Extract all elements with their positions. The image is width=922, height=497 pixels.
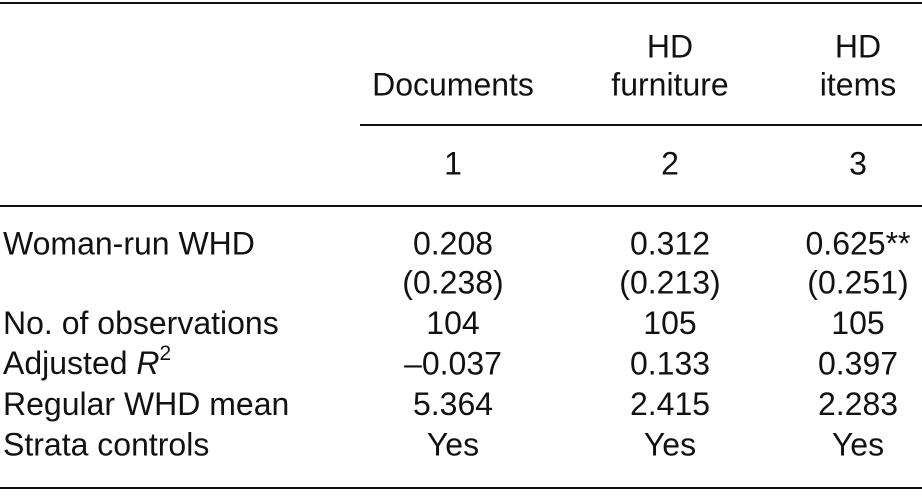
cell-value: Yes xyxy=(832,426,884,462)
row-label: Adjusted R2 xyxy=(3,342,171,382)
cell-value: 0.625** xyxy=(806,225,911,261)
column-header: HD xyxy=(835,28,881,64)
column-header: furniture xyxy=(611,66,728,102)
cell-value: 0.397 xyxy=(818,345,898,381)
column-header: items xyxy=(820,66,896,102)
cell-value: 2.415 xyxy=(630,386,710,422)
cell-value: 105 xyxy=(643,305,696,341)
row-label: No. of observations xyxy=(3,305,279,341)
cell-value: Yes xyxy=(644,426,696,462)
label-variable: R xyxy=(136,345,159,381)
standard-error: (0.251) xyxy=(807,264,908,300)
column-header: HD xyxy=(647,28,693,64)
standard-error: (0.213) xyxy=(619,264,720,300)
row-label: Woman-run WHD xyxy=(3,225,255,261)
column-header: Documents xyxy=(372,66,534,102)
row-label: Strata controls xyxy=(3,426,209,462)
cell-value: –0.037 xyxy=(404,345,502,381)
label-text: Adjusted xyxy=(3,345,136,381)
column-number: 2 xyxy=(661,145,679,181)
cell-value: Yes xyxy=(427,426,479,462)
row-label: Regular WHD mean xyxy=(3,386,289,422)
cell-value: 104 xyxy=(426,305,479,341)
cell-value: 0.312 xyxy=(630,225,710,261)
standard-error: (0.238) xyxy=(402,264,503,300)
column-number: 1 xyxy=(444,145,462,181)
cell-value: 5.364 xyxy=(413,386,493,422)
cell-value: 0.133 xyxy=(630,345,710,381)
cell-value: 0.208 xyxy=(413,225,493,261)
column-number: 3 xyxy=(849,145,867,181)
cell-value: 105 xyxy=(831,305,884,341)
cell-value: 2.283 xyxy=(818,386,898,422)
label-superscript: 2 xyxy=(160,342,172,365)
